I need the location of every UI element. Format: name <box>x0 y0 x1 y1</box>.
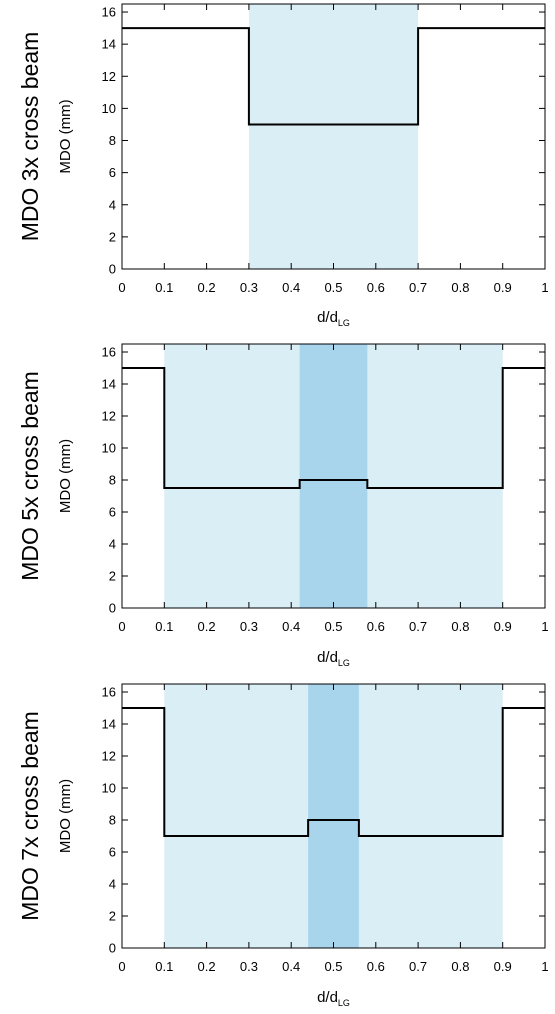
x-tick-label: 0.6 <box>367 619 385 634</box>
y-tick-label: 2 <box>109 909 116 924</box>
x-axis-label-subscript: LG <box>338 318 350 328</box>
y-axis-label: MDO (mm) <box>57 439 74 513</box>
y-tick-label: 0 <box>109 601 116 616</box>
x-tick-label: 0.4 <box>282 959 300 974</box>
y-tick-label: 8 <box>109 813 116 828</box>
y-tick-label: 6 <box>109 505 116 520</box>
x-axis-label: d/dLG <box>317 309 350 328</box>
x-axis-label-main: d/d <box>317 309 338 326</box>
series-line-1 <box>122 707 545 837</box>
y-tick-label: 4 <box>109 877 116 892</box>
x-tick-label: 0.8 <box>451 280 469 295</box>
y-tick-label: 8 <box>109 133 116 148</box>
x-tick-label: 0.1 <box>155 280 173 295</box>
chart-panel-2: 0 0.1 0.2 0.3 0.4 0.5 0.6 0.7 0.8 0.9 102468101214… <box>17 343 549 668</box>
x-tick-label: 0.8 <box>451 619 469 634</box>
y-tick-label: 12 <box>102 749 116 764</box>
x-tick-label: 1 <box>541 619 548 634</box>
x-tick-label: 1 <box>541 959 548 974</box>
shaded-band-2 <box>299 344 368 608</box>
x-tick-label: 0.2 <box>198 280 216 295</box>
x-tick-label: 0.1 <box>155 959 173 974</box>
x-tick-label: 0.7 <box>409 280 427 295</box>
x-axis-label-subscript: LG <box>338 998 350 1008</box>
y-tick-label: 16 <box>102 5 116 20</box>
x-tick-label: 0 <box>118 959 125 974</box>
y-tick-label: 0 <box>109 262 116 277</box>
x-tick-label: 0 <box>118 280 125 295</box>
x-tick-label: 0.4 <box>282 619 300 634</box>
x-tick-label: 0.7 <box>409 619 427 634</box>
y-tick-label: 0 <box>109 941 116 956</box>
x-tick-label: 0.9 <box>494 619 512 634</box>
y-tick-label: 6 <box>109 165 116 180</box>
y-tick-label: 14 <box>102 717 116 732</box>
x-axis-label-main: d/d <box>317 989 338 1006</box>
y-tick-label: 2 <box>109 229 116 244</box>
x-tick-label: 0.9 <box>494 959 512 974</box>
x-tick-label: 0.6 <box>367 280 385 295</box>
y-tick-label: 16 <box>102 345 116 360</box>
x-tick-label: 0.2 <box>198 619 216 634</box>
x-axis-label-main: d/d <box>317 649 338 666</box>
y-tick-label: 6 <box>109 845 116 860</box>
y-tick-label: 10 <box>102 441 116 456</box>
x-tick-label: 1 <box>541 280 548 295</box>
y-axis-label: MDO (mm) <box>57 99 74 173</box>
y-axis-label: MDO (mm) <box>57 779 74 853</box>
row-label: MDO 5x cross beam <box>17 371 43 581</box>
x-axis-label-subscript: LG <box>338 658 350 668</box>
x-tick-label: 0 <box>118 619 125 634</box>
x-tick-label: 0.5 <box>324 280 342 295</box>
y-tick-label: 10 <box>102 101 116 116</box>
y-tick-label: 16 <box>102 685 116 700</box>
y-tick-label: 14 <box>102 37 116 52</box>
shaded-band-2 <box>308 684 359 948</box>
x-tick-label: 0.4 <box>282 280 300 295</box>
y-tick-label: 2 <box>109 569 116 584</box>
x-axis-label: d/dLG <box>317 649 350 668</box>
chart-panel-3: 0 0.1 0.2 0.3 0.4 0.5 0.6 0.7 0.8 0.9 102468101214… <box>17 683 549 1008</box>
x-tick-label: 0.2 <box>198 959 216 974</box>
x-tick-label: 0.3 <box>240 959 258 974</box>
x-tick-label: 0.3 <box>240 280 258 295</box>
y-tick-label: 12 <box>102 69 116 84</box>
x-axis-label: d/dLG <box>317 989 350 1008</box>
y-tick-label: 8 <box>109 473 116 488</box>
x-tick-label: 0.9 <box>494 280 512 295</box>
x-tick-label: 0.6 <box>367 959 385 974</box>
x-tick-label: 0.5 <box>324 619 342 634</box>
y-tick-label: 4 <box>109 197 116 212</box>
x-tick-label: 0.5 <box>324 959 342 974</box>
x-tick-label: 0.1 <box>155 619 173 634</box>
x-tick-label: 0.8 <box>451 959 469 974</box>
row-label: MDO 3x cross beam <box>17 32 43 242</box>
x-tick-label: 0.7 <box>409 959 427 974</box>
y-tick-label: 10 <box>102 781 116 796</box>
y-tick-label: 12 <box>102 409 116 424</box>
y-tick-label: 4 <box>109 537 116 552</box>
x-tick-label: 0.3 <box>240 619 258 634</box>
series-line-1 <box>122 27 545 126</box>
series-line-1 <box>122 367 545 489</box>
row-label: MDO 7x cross beam <box>17 711 43 921</box>
chart-panel-1: 0 0.1 0.2 0.3 0.4 0.5 0.6 0.7 0.8 0.9 102468101214… <box>17 3 549 328</box>
y-tick-label: 14 <box>102 377 116 392</box>
shaded-band-1 <box>248 4 419 269</box>
